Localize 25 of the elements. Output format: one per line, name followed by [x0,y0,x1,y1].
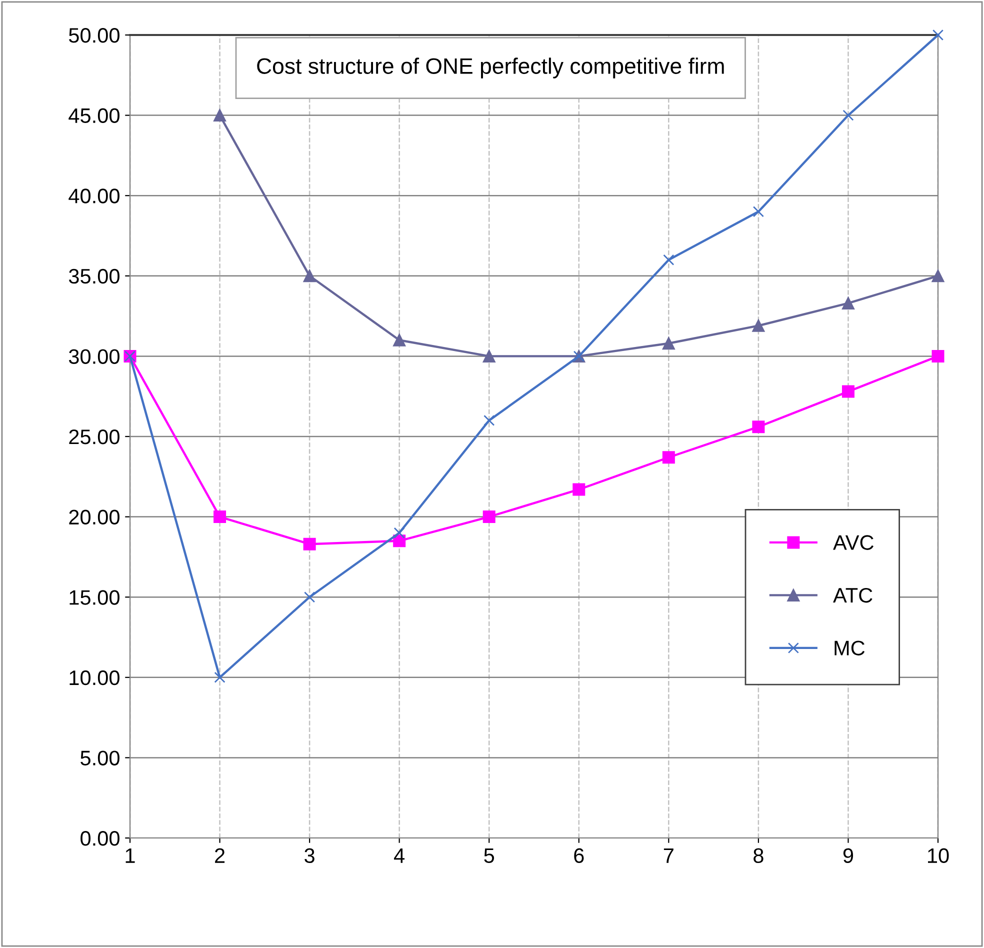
x-tick-label: 10 [928,848,949,864]
y-tick-label: 0.00 [80,831,120,846]
x-tick-label: 7 [664,848,674,863]
legend-label: AVC [833,535,874,550]
text: Cost structure of ONE perfectly competitive firm [257,58,724,78]
y-tick-label: 30.00 [68,349,120,364]
legend-label: MC [834,640,865,656]
x-tick-label: 1 [126,848,135,863]
y-tick-label: 10.00 [70,670,120,686]
x-tick-label: 4 [394,848,405,863]
y-tick-label: 25.00 [69,430,120,444]
x-tick-label: 2 [215,848,225,863]
y-tick-label: 5.00 [80,750,120,766]
legend-label: ATC [833,588,872,603]
y-tick-label: 40.00 [68,188,120,204]
x-tick-label: 8 [754,848,764,864]
y-tick-label: 45.00 [68,108,120,124]
y-tick-label: 35.00 [68,268,120,284]
y-tick-label: 50.00 [68,28,120,43]
x-tick-label: 9 [843,848,854,864]
x-tick-label: 6 [574,848,584,864]
x-tick-label: 5 [484,848,494,864]
y-tick-label: 20.00 [69,510,120,525]
x-tick-label: 3 [304,848,314,864]
y-tick-label: 15.00 [70,590,120,605]
